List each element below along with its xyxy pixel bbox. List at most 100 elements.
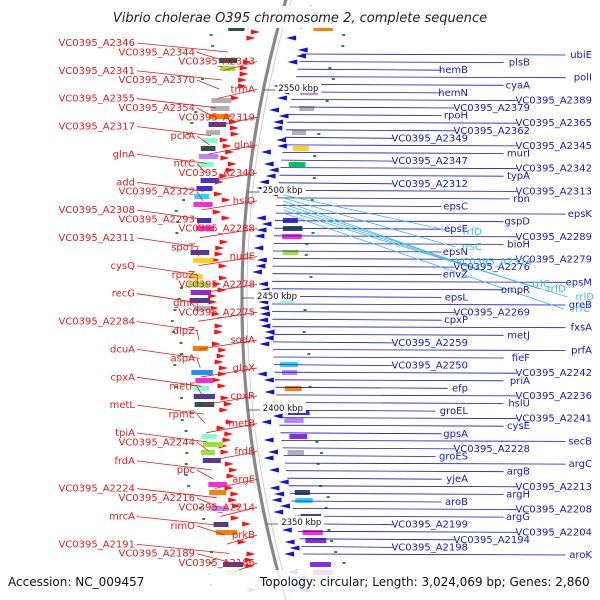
leader-line — [277, 189, 517, 192]
gene-label-vc0395-a2342: VC0395_A2342 — [515, 164, 592, 175]
reverse-gene-mark — [278, 113, 289, 119]
gene-label-vc0395-a2259: VC0395_A2259 — [391, 338, 468, 349]
leader-line — [273, 242, 504, 245]
leader-line — [272, 333, 504, 336]
gene-label-metb: metB — [228, 419, 255, 430]
leader-line — [273, 356, 504, 359]
leader-line — [196, 107, 215, 118]
gene-label-glna: glnA — [113, 149, 135, 160]
gene-label-vc0395-a2186: VC0395_A2186 — [178, 558, 255, 569]
gene-label-hemb: hemB — [439, 65, 468, 76]
gc-skew-mark — [180, 287, 183, 289]
forward-gene-mark — [218, 371, 227, 377]
cog-block-inner — [211, 98, 232, 103]
gc-content-mark — [308, 386, 312, 388]
gc-skew-mark — [184, 474, 188, 476]
gene-label-gmk: gmk — [173, 298, 195, 309]
gc-skew-mark — [194, 111, 198, 113]
leader-line — [196, 51, 226, 62]
gc-skew-mark — [182, 199, 186, 201]
gene-label-vc0395-a2311: VC0395_A2311 — [58, 233, 135, 244]
cog-block-inner — [198, 162, 214, 167]
reverse-gene-mark — [268, 467, 279, 473]
forward-gene-mark — [217, 383, 227, 389]
cog-block-outer — [295, 498, 313, 503]
gene-label-hslu: hslU — [508, 399, 530, 410]
gene-label-hslo: hslO — [233, 196, 255, 207]
leader-line — [299, 61, 504, 63]
reverse-gene-mark — [273, 119, 284, 125]
gene-label-argb: argB — [507, 467, 530, 478]
forward-gene-mark — [219, 239, 229, 245]
forward-gene-mark — [229, 467, 238, 473]
forward-gene-mark — [227, 161, 237, 167]
forward-gene-mark — [220, 449, 230, 455]
gene-label-vc0395-a2250: VC0395_A2250 — [391, 361, 468, 372]
reverse-gene-mark — [259, 311, 270, 317]
gc-skew-mark — [198, 507, 202, 509]
gene-label-vc0395-a2349: VC0395_A2349 — [391, 133, 468, 144]
leader-line — [272, 288, 504, 291]
gene-label-rpme: rpmE — [168, 409, 195, 420]
leader-line — [289, 106, 455, 109]
gene-label-ubie: ubiE — [570, 50, 592, 61]
reverse-gene-mark — [259, 341, 270, 347]
gene-label-metl: metL — [110, 400, 136, 411]
forward-gene-mark — [243, 59, 252, 65]
gene-label-vc0395-a2370: VC0395_A2370 — [118, 75, 195, 86]
gc-skew-mark — [180, 353, 184, 355]
forward-gene-mark — [220, 395, 230, 401]
gene-label-rbn: rbn — [513, 194, 530, 205]
leader-line — [283, 455, 436, 457]
gene-label-epsn: epsN — [443, 247, 468, 258]
gc-content-mark — [311, 232, 315, 234]
leader-line — [136, 126, 212, 136]
leader-line — [272, 280, 566, 283]
cog-block-inner — [201, 434, 217, 439]
leader-line — [196, 79, 220, 90]
reverse-gene-mark — [258, 281, 268, 287]
leader-line — [282, 447, 455, 450]
reverse-gene-mark — [272, 125, 283, 131]
gene-label-vc0395-a2379: VC0395_A2379 — [453, 103, 530, 114]
leader-line — [196, 497, 219, 508]
leader-line — [136, 349, 200, 359]
cog-block-inner — [203, 138, 218, 143]
gene-label-envz: envZ — [443, 270, 468, 281]
reverse-gene-mark — [269, 107, 279, 113]
gc-content-mark — [309, 276, 313, 278]
cog-block-inner — [193, 386, 210, 391]
leader-line — [196, 386, 203, 396]
forward-gene-mark — [219, 173, 229, 179]
gene-label-rpoz: rpoZ — [172, 270, 196, 281]
gc-content-mark — [328, 67, 332, 69]
gene-label-cpxr: cpxR — [230, 391, 255, 402]
leader-line — [272, 318, 442, 321]
leader-line — [198, 311, 258, 322]
gc-skew-mark — [209, 34, 213, 36]
forward-gene-mark — [218, 275, 228, 281]
leader-line — [198, 256, 258, 266]
gene-label-prkb: prkB — [232, 530, 255, 541]
cog-block-inner — [191, 370, 213, 375]
gene-label-aspa: aspA — [170, 354, 195, 365]
reverse-gene-mark — [263, 455, 274, 461]
gc-content-mark — [307, 353, 311, 355]
rna-label-rrld: rrlD — [575, 292, 594, 303]
reverse-gene-mark — [268, 167, 279, 173]
reverse-gene-mark — [264, 329, 275, 335]
leader-line — [282, 152, 504, 154]
gene-label-vc0395-a2214: VC0395_A2214 — [178, 502, 255, 513]
gene-label-vc0395-a2346: VC0395_A2346 — [58, 38, 135, 49]
gene-label-secb: secB — [568, 436, 592, 447]
rna-leader-line — [283, 212, 564, 310]
gene-label-vc0395-a2276: VC0395_A2276 — [453, 262, 530, 273]
gc-skew-mark — [173, 309, 177, 311]
gene-label-metf: metF — [169, 382, 195, 393]
forward-gene-mark — [214, 251, 224, 257]
leader-line — [196, 191, 204, 201]
leader-line — [289, 492, 504, 495]
gene-label-vc0395-a2317: VC0395_A2317 — [58, 122, 135, 133]
reverse-gene-mark — [284, 539, 295, 545]
title-backdrop — [95, 6, 505, 28]
